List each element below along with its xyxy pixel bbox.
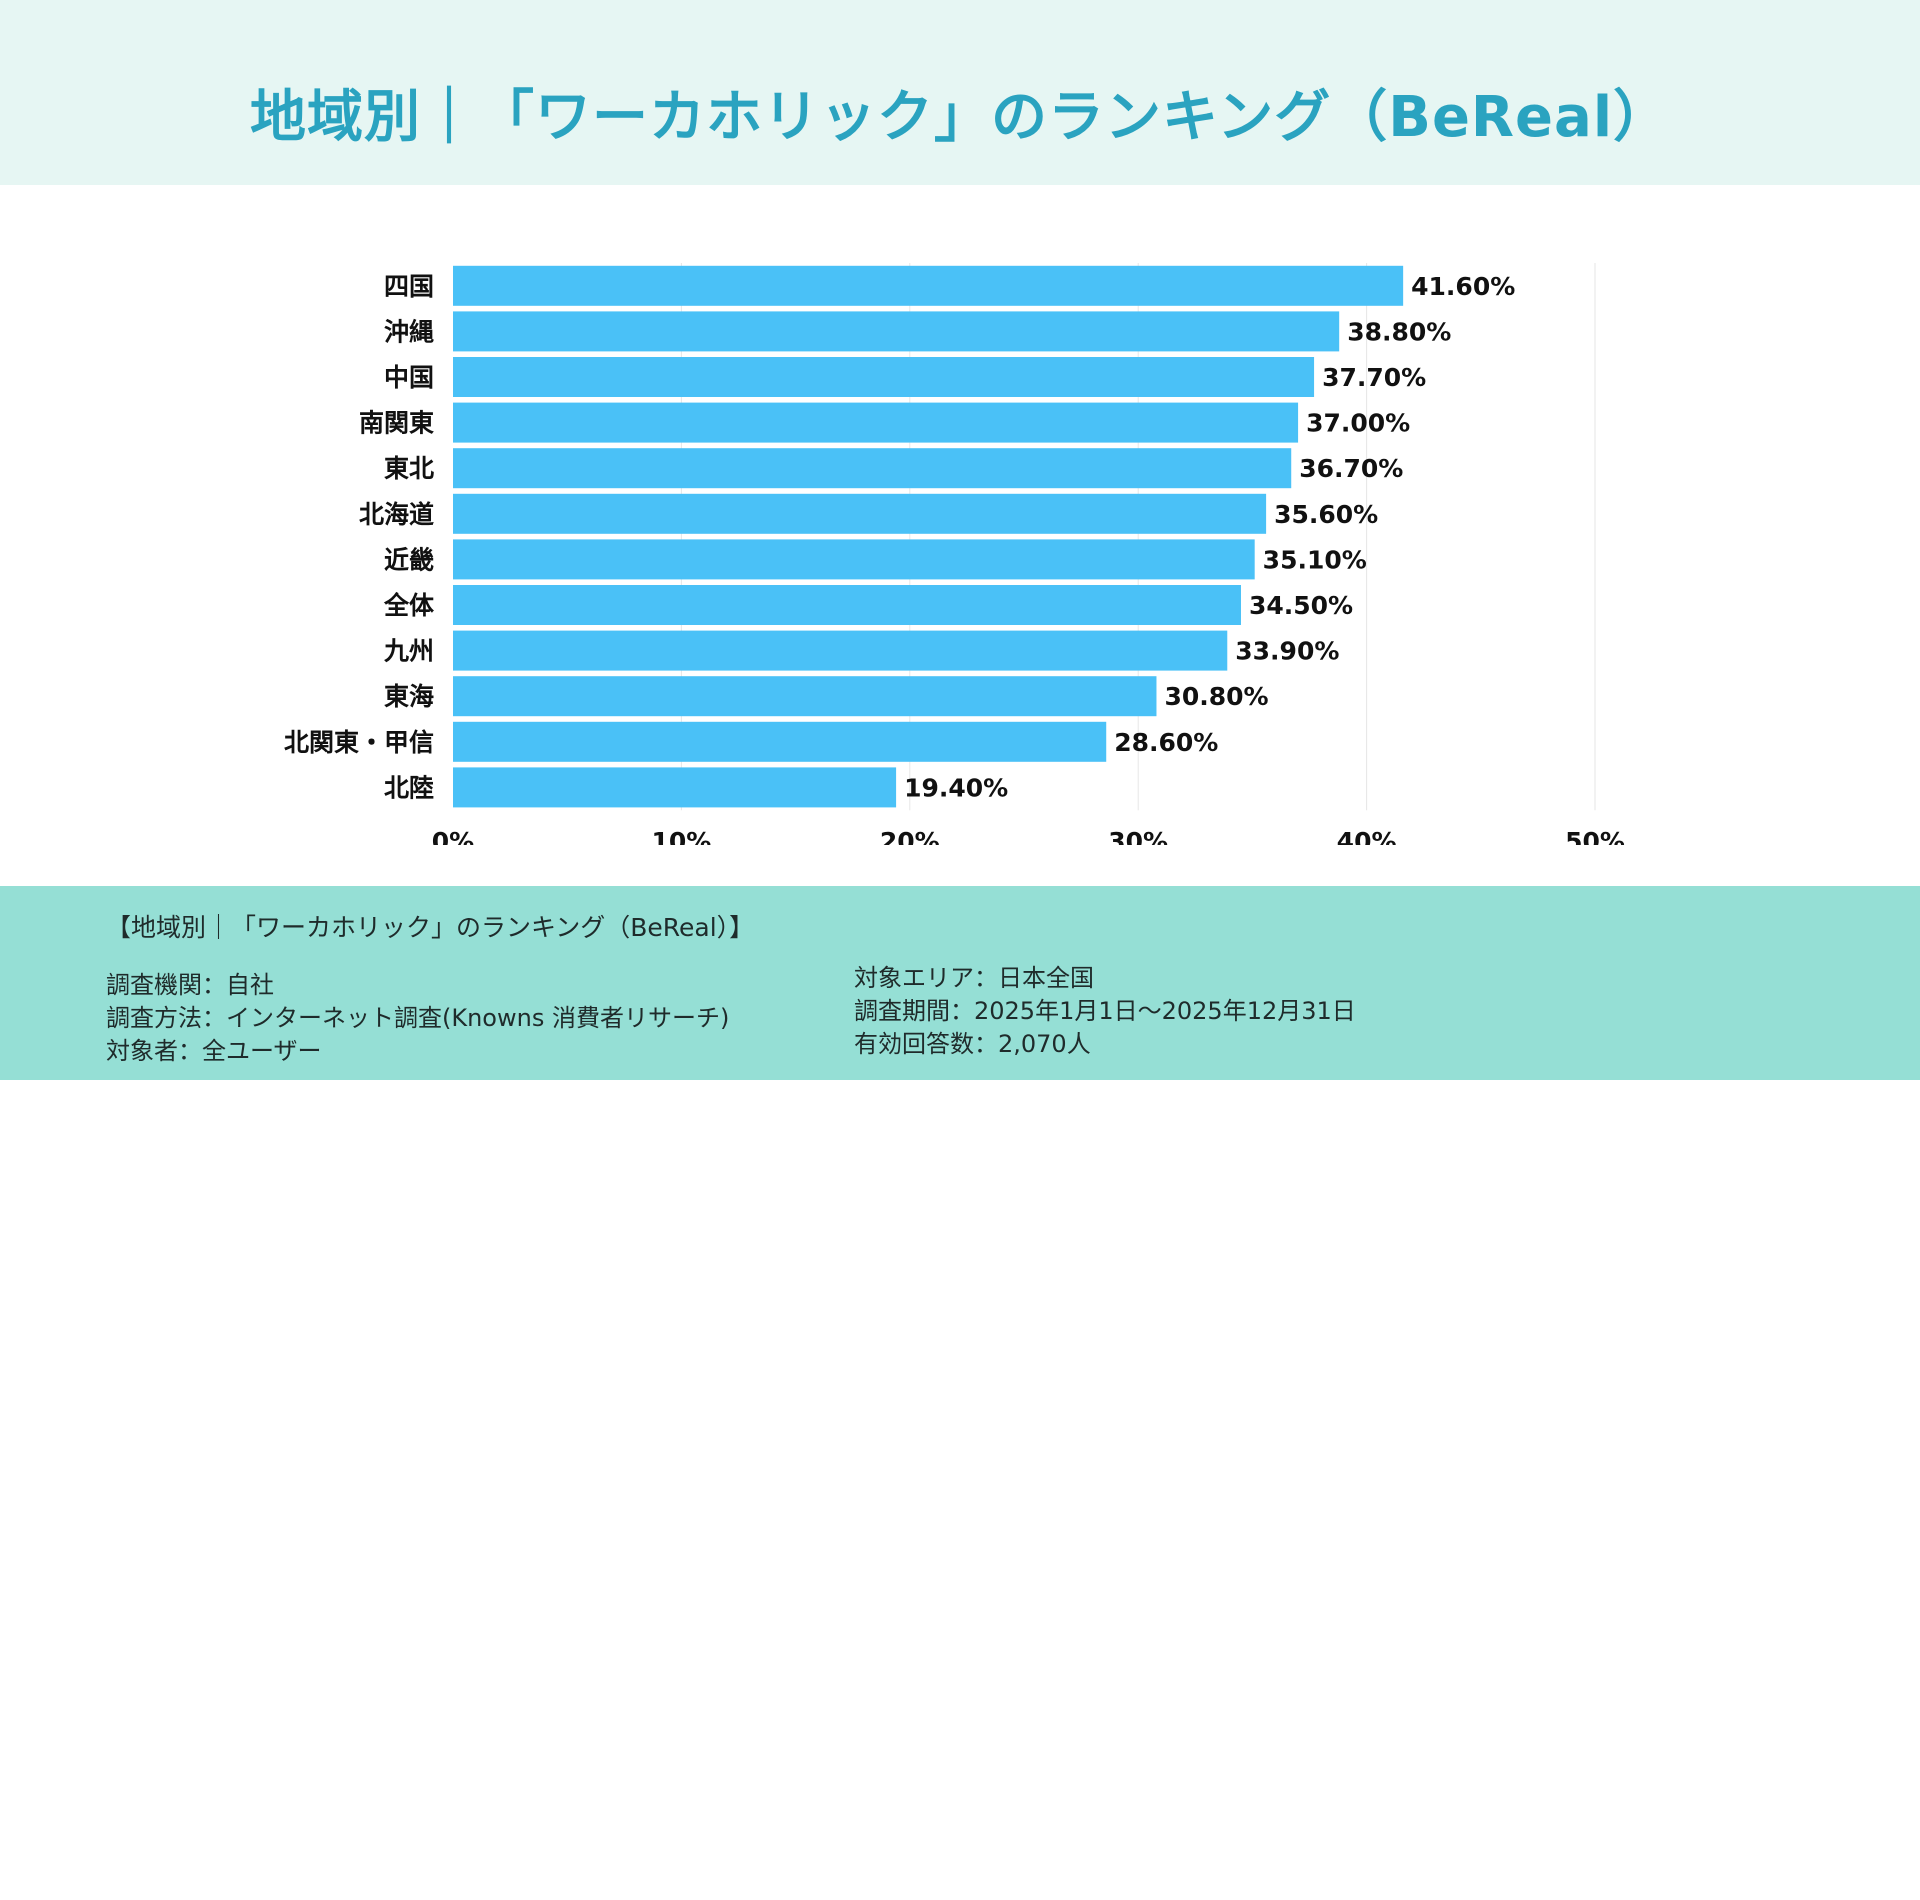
footer-left-line: 調査方法：インターネット調査(Knowns 消費者リサーチ) <box>106 1004 730 1032</box>
category-label: 沖縄 <box>384 317 434 346</box>
data-label: 33.90% <box>1235 637 1339 666</box>
data-label: 19.40% <box>904 773 1008 802</box>
bar <box>453 265 1404 306</box>
footer-left-line: 調査機関：自社 <box>106 971 274 999</box>
data-label: 36.70% <box>1299 454 1403 483</box>
data-label: 35.60% <box>1274 500 1378 529</box>
x-tick-label: 0% <box>432 827 474 845</box>
footer-left-line: 対象者：全ユーザー <box>106 1037 322 1065</box>
bar <box>453 493 1267 534</box>
data-label: 37.70% <box>1322 363 1426 392</box>
bar <box>453 630 1228 671</box>
bar <box>453 585 1241 625</box>
category-label: 北陸 <box>384 773 434 802</box>
data-label: 41.60% <box>1411 272 1515 301</box>
category-label: 全体 <box>383 591 435 620</box>
footer-right-line: 対象エリア：日本全国 <box>854 964 1094 992</box>
data-label: 34.50% <box>1249 591 1353 620</box>
category-label: 北海道 <box>359 500 434 529</box>
bar <box>453 448 1292 489</box>
header-band: 地域別｜「ワーカホリック」のランキング（BeReal） <box>0 0 1920 185</box>
footer-left-column: 調査機関：自社 調査方法：インターネット調査(Knowns 消費者リサーチ) 対… <box>106 969 729 1068</box>
bar <box>453 311 1340 352</box>
x-tick-label: 50% <box>1565 827 1625 845</box>
data-label: 38.80% <box>1347 317 1451 346</box>
x-tick-label: 30% <box>1108 827 1168 845</box>
bar <box>453 721 1107 762</box>
page-title: 地域別｜「ワーカホリック」のランキング（BeReal） <box>249 85 1671 150</box>
bar <box>453 357 1315 397</box>
category-label: 北関東・甲信 <box>284 728 434 757</box>
footer-right-column: 対象エリア：日本全国 調査期間：2025年1月1日〜2025年12月31日 有効… <box>854 962 1356 1061</box>
x-tick-label: 10% <box>651 827 711 845</box>
bar <box>453 767 897 808</box>
footer: 【地域別｜「ワーカホリック」のランキング（BeReal）】 調査機関：自社 調査… <box>0 886 1920 1900</box>
data-label: 37.00% <box>1306 409 1410 438</box>
footer-title: 【地域別｜「ワーカホリック」のランキング（BeReal）】 <box>106 913 755 942</box>
category-label: 九州 <box>383 637 434 666</box>
x-tick-label: 20% <box>880 827 940 845</box>
p-logo-icon <box>1761 1829 1813 1900</box>
data-label: 30.80% <box>1164 682 1268 711</box>
x-tick-label: 40% <box>1337 827 1397 845</box>
category-label: 東北 <box>384 454 434 483</box>
bar <box>453 676 1157 717</box>
bar-chart: 四国 41.60% 沖縄 38.80% 中国 37.70% 南関東 37.00% 東北 36.70… <box>0 185 1920 856</box>
bar <box>453 402 1299 443</box>
data-label: 35.10% <box>1263 545 1367 574</box>
category-label: 近畿 <box>384 545 434 574</box>
footer-right-line: 有効回答数：2,070人 <box>854 1030 1091 1058</box>
chart-svg: 四国 41.60% 沖縄 38.80% 中国 37.70% 南関東 37.00% 東北 36.70… <box>284 263 1625 856</box>
category-label: 中国 <box>384 363 434 392</box>
bar <box>453 539 1255 580</box>
category-label: 東海 <box>384 682 434 711</box>
category-label: 四国 <box>384 272 434 301</box>
category-label: 南関東 <box>359 409 434 438</box>
data-label: 28.60% <box>1114 728 1218 757</box>
footer-right-line: 調査期間：2025年1月1日〜2025年12月31日 <box>854 997 1356 1025</box>
